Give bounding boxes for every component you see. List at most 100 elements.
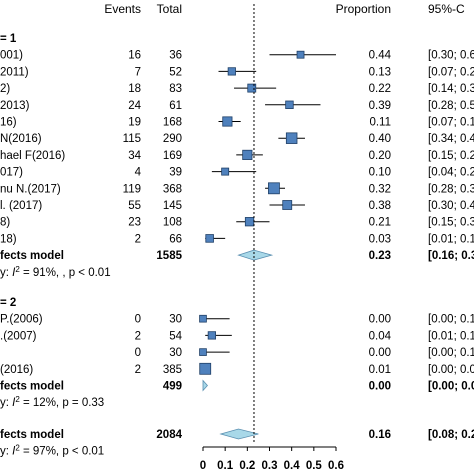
- study-proportion: 0.11: [369, 117, 391, 129]
- column-headers: Events Total Proportion 95%-C: [104, 2, 465, 16]
- study-square: [221, 167, 230, 176]
- study-square: [244, 217, 255, 227]
- study-events: 2: [135, 364, 141, 376]
- study-proportion: 0.03: [369, 233, 391, 245]
- x-tick-label: 0.4: [284, 460, 301, 472]
- study-events: 19: [128, 117, 141, 129]
- study-label: .(2007): [0, 330, 37, 342]
- heterogeneity-prefix: y:: [0, 397, 12, 409]
- study-proportion: 0.38: [369, 200, 391, 212]
- squared-superscript: 2: [15, 444, 20, 453]
- p-value: p = 0.33: [62, 397, 104, 409]
- study-ci: [0.00; 0.1: [428, 347, 474, 359]
- study-ci: [0.01; 0.1: [428, 330, 474, 342]
- study-events: 115: [123, 133, 141, 145]
- i-squared-value: = 91%,: [20, 267, 63, 279]
- study-events: 34: [128, 150, 141, 162]
- study-ci: [0.15; 0.2: [428, 150, 474, 162]
- heterogeneity-prefix: y:: [0, 267, 12, 279]
- study-events: 16: [128, 50, 141, 62]
- study-ci: [0.30; 0.4: [428, 200, 474, 212]
- study-proportion: 0.00: [369, 314, 391, 326]
- study-proportion: 0.20: [369, 150, 391, 162]
- study-square: [285, 132, 298, 144]
- heterogeneity-group-2: y: I2 = 12%, p = 0.33: [0, 395, 104, 409]
- study-total: 385: [163, 364, 182, 376]
- study-ci: [0.28; 0.3: [428, 183, 474, 195]
- study-total: 61: [169, 100, 182, 112]
- study-proportion: 0.01: [369, 364, 391, 376]
- study-ci: [0.01; 0.1: [428, 233, 474, 245]
- study-events: 4: [135, 167, 142, 179]
- study-proportion: 0.22: [369, 83, 391, 95]
- squared-superscript: 2: [15, 395, 20, 404]
- x-tick-label: 0.2: [239, 460, 255, 472]
- study-events: 7: [135, 66, 141, 78]
- study-label: N(2016): [0, 133, 42, 145]
- study-ci: [0.07; 0.2: [428, 66, 474, 78]
- study-square: [296, 50, 305, 59]
- study-total: 39: [169, 167, 182, 179]
- study-square: [222, 116, 233, 127]
- study-ci: [0.14; 0.3: [428, 83, 474, 95]
- study-events: 24: [128, 100, 141, 112]
- study-square: [227, 67, 236, 76]
- study-square: [268, 182, 280, 195]
- study-square: [247, 83, 257, 93]
- study-square: [199, 362, 212, 375]
- pooled-diamond: [202, 379, 208, 392]
- pooled-ci: [0.00; 0.02: [428, 381, 474, 393]
- study-label: 2): [0, 83, 10, 95]
- pooled-proportion: 0.00: [369, 381, 391, 393]
- study-square: [285, 100, 294, 110]
- group-label: = 2: [0, 297, 16, 309]
- study-events: 2: [135, 330, 141, 342]
- study-ci: [0.34; 0.4: [428, 133, 474, 145]
- study-ci: [0.07; 0.1: [428, 117, 474, 129]
- study-label: 2013): [0, 100, 30, 112]
- pooled-label: fects model: [0, 429, 64, 441]
- i-squared-value: = 97%,: [20, 446, 63, 458]
- study-ci: [0.00; 0.1: [428, 314, 474, 326]
- study-label: 2011): [0, 66, 29, 78]
- header-events: Events: [104, 2, 141, 16]
- pooled-proportion: 0.23: [369, 250, 391, 262]
- pooled-proportion: 0.16: [369, 429, 391, 441]
- study-square: [242, 149, 253, 160]
- header-proportion: Proportion: [336, 2, 391, 16]
- study-square: [199, 314, 207, 323]
- study-label: 18): [0, 233, 17, 245]
- x-tick-label: 0.5: [306, 460, 323, 472]
- study-total: 108: [163, 217, 182, 229]
- pooled-diamond: [237, 249, 274, 261]
- study-label: 16): [0, 117, 17, 129]
- study-total: 52: [169, 66, 182, 78]
- study-total: 54: [169, 330, 182, 342]
- p-value: , p < 0.01: [62, 267, 110, 279]
- study-events: 0: [135, 347, 141, 359]
- x-tick-label: 0.1: [217, 460, 234, 472]
- study-events: 55: [128, 200, 141, 212]
- study-label: 017): [0, 167, 23, 179]
- pooled-label: fects model: [0, 250, 64, 262]
- study-label: P.(2006): [0, 314, 43, 326]
- pooled-label: fects model: [0, 381, 64, 393]
- study-total: 83: [169, 83, 182, 95]
- pooled-diamond: [219, 428, 259, 440]
- study-proportion: 0.39: [369, 100, 391, 112]
- p-value: p < 0.01: [62, 446, 104, 458]
- study-total: 168: [163, 117, 182, 129]
- pooled-total: 1585: [156, 250, 182, 262]
- study-total: 30: [169, 347, 182, 359]
- study-events: 2: [135, 233, 141, 245]
- header-total: Total: [157, 2, 182, 16]
- study-square: [199, 348, 207, 356]
- study-proportion: 0.13: [369, 66, 391, 78]
- study-proportion: 0.21: [369, 217, 391, 229]
- study-total: 36: [169, 50, 182, 62]
- study-proportion: 0.40: [369, 133, 391, 145]
- study-proportion: 0.04: [369, 330, 392, 342]
- study-ci: [0.15; 0.3: [428, 217, 474, 229]
- study-total: 66: [169, 233, 182, 245]
